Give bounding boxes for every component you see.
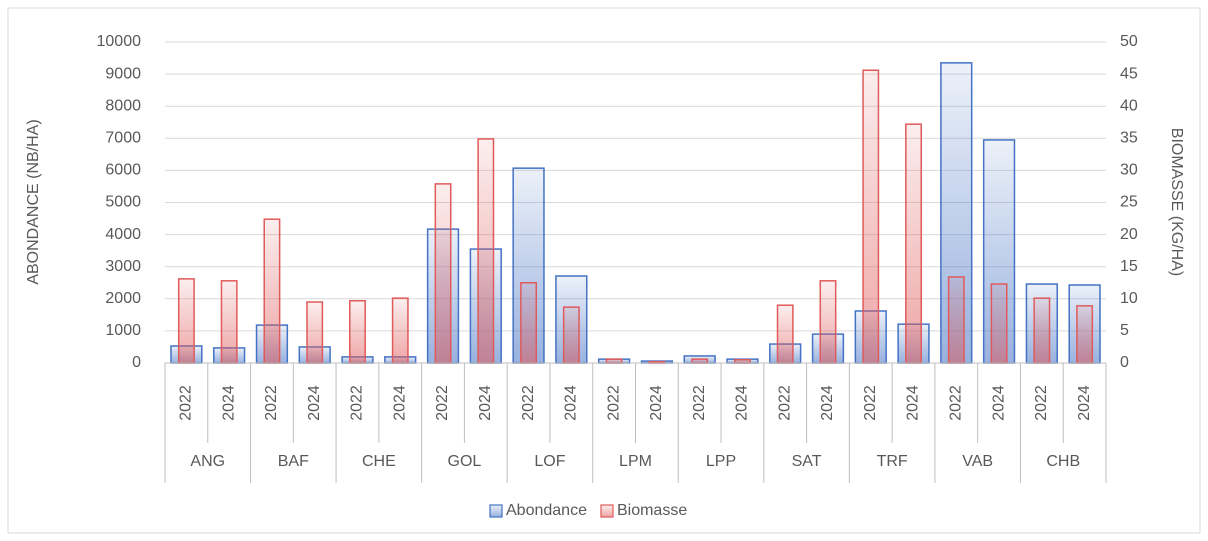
bar (562, 306, 580, 364)
group-label: BAF (278, 453, 309, 470)
bar (520, 282, 538, 364)
y2-axis-label: BIOMASSE (KG/HA) (1168, 128, 1185, 276)
x-tick-label: 2022 (862, 385, 879, 421)
x-tick-label: 2024 (819, 385, 836, 421)
group-label: TRF (877, 453, 908, 470)
y2-tick-label: 40 (1120, 97, 1138, 114)
y-tick-label: 10000 (97, 33, 142, 50)
x-tick-label: 2022 (263, 385, 280, 421)
group-label: CHB (1046, 453, 1080, 470)
group-label: LOF (534, 453, 565, 470)
y-axis-label: ABONDANCE (NB/HA) (25, 119, 42, 284)
y2-tick-label: 25 (1120, 194, 1138, 211)
bar (391, 297, 409, 364)
y2-tick-label: 30 (1120, 162, 1138, 179)
bar (947, 276, 965, 364)
y-tick-label: 5000 (105, 194, 141, 211)
bar (1076, 305, 1094, 364)
y-tick-label: 9000 (105, 65, 141, 82)
y-tick-label: 3000 (105, 258, 141, 275)
bar (691, 358, 709, 364)
group-label: LPM (619, 453, 652, 470)
chart-frame (7, 7, 1201, 534)
bar (862, 69, 880, 364)
y2-tick-label: 50 (1120, 33, 1138, 50)
x-tick-label: 2022 (520, 385, 537, 421)
bar (306, 301, 324, 364)
x-tick-label: 2024 (734, 385, 751, 421)
x-tick-label: 2024 (477, 385, 494, 421)
x-tick-label: 2022 (178, 385, 195, 421)
group-label: SAT (792, 453, 822, 470)
x-tick-label: 2024 (905, 385, 922, 421)
y2-tick-label: 15 (1120, 258, 1138, 275)
x-tick-label: 2024 (990, 385, 1007, 421)
bar (477, 138, 495, 364)
bar (905, 123, 922, 364)
y2-tick-label: 0 (1120, 354, 1129, 371)
x-tick-label: 2022 (605, 385, 622, 421)
x-tick-label: 2022 (691, 385, 708, 421)
legend-label: Biomasse (617, 502, 687, 519)
bar (990, 283, 1008, 364)
group-label: LPP (706, 453, 736, 470)
group-label: VAB (962, 453, 993, 470)
y2-tick-label: 10 (1120, 290, 1138, 307)
group-label: ANG (190, 453, 225, 470)
group-label: CHE (362, 453, 396, 470)
bar (605, 358, 623, 364)
bar (177, 278, 195, 364)
x-tick-label: 2024 (1076, 385, 1093, 421)
x-tick-label: 2024 (391, 385, 408, 421)
y-tick-label: 1000 (105, 322, 141, 339)
x-tick-label: 2024 (306, 385, 323, 421)
y2-tick-label: 35 (1120, 130, 1138, 147)
x-tick-label: 2022 (1033, 385, 1050, 421)
x-tick-label: 2022 (434, 385, 451, 421)
y-tick-label: 2000 (105, 290, 141, 307)
y-tick-label: 0 (132, 354, 141, 371)
bar (776, 304, 794, 364)
y-tick-label: 8000 (105, 97, 141, 114)
bar (434, 183, 452, 364)
bar (819, 280, 837, 364)
x-tick-label: 2024 (648, 385, 665, 421)
x-tick-label: 2022 (948, 385, 965, 421)
legend-swatch (489, 504, 503, 518)
y-tick-label: 7000 (105, 130, 141, 147)
legend-swatch (600, 504, 614, 518)
bar (263, 218, 281, 364)
x-tick-label: 2024 (220, 385, 237, 421)
y-tick-label: 4000 (105, 226, 141, 243)
y2-tick-label: 45 (1120, 65, 1138, 82)
bar (220, 280, 238, 364)
y2-tick-label: 20 (1120, 226, 1138, 243)
group-label: GOL (448, 453, 482, 470)
y-tick-label: 6000 (105, 162, 141, 179)
bar (349, 299, 366, 364)
x-tick-label: 2022 (776, 385, 793, 421)
x-tick-label: 2022 (349, 385, 366, 421)
legend-label: Abondance (506, 502, 587, 519)
x-tick-label: 2024 (563, 385, 580, 421)
y2-tick-label: 5 (1120, 322, 1129, 339)
bar (1033, 297, 1051, 364)
